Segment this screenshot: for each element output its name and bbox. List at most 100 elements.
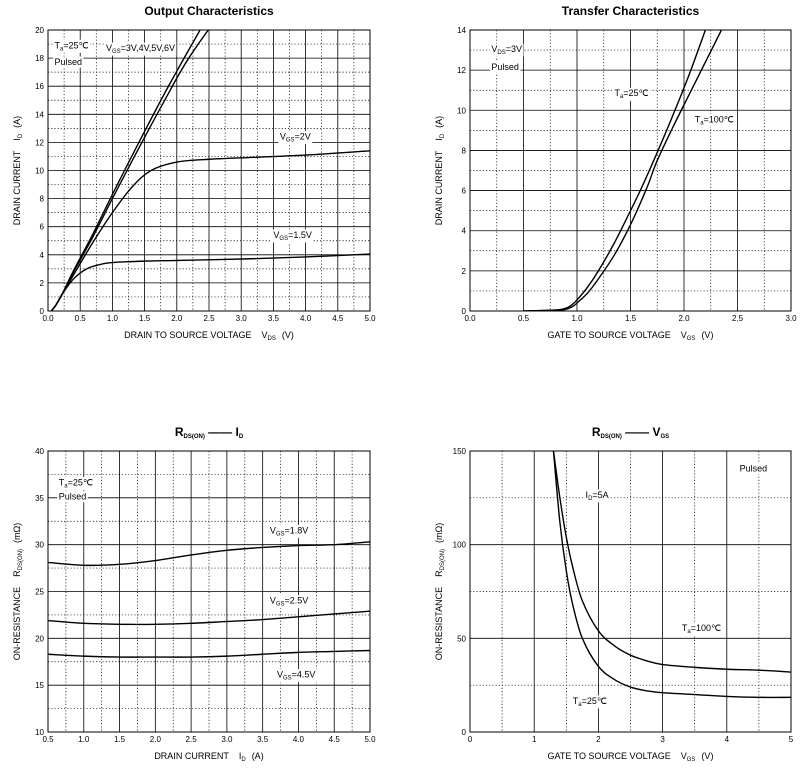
transfer-annotation-part: a [620, 94, 624, 100]
rdson-id-annotation-background [268, 524, 310, 538]
rdson-vgs-annotation: Ta=100℃ [682, 623, 721, 635]
output-x-tick-label: 0.5 [75, 314, 87, 323]
output-x-tick-label: 3.0 [236, 314, 248, 323]
rdson-vgs-chart-title: RDS(ON) —— VGS [592, 425, 669, 440]
transfer-y-tick-label: 6 [462, 187, 467, 196]
rdson-vgs-x-tick-label: 2 [596, 735, 601, 744]
rdson-id-chart-title-part: R [175, 425, 184, 439]
rdson-id-x-axis-symbol-sub: D [241, 757, 246, 763]
rdson-id-annotation-part: V [270, 525, 276, 535]
transfer-y-tick-label: 14 [457, 26, 466, 35]
rdson-vgs-x-axis-symbol: V [681, 751, 687, 761]
rdson-vgs-y-axis-label: ON-RESISTANCE RDS(ON) (mΩ) [434, 523, 446, 660]
output-y-tick-label: 20 [35, 26, 44, 35]
output-annotation-part: Pulsed [54, 57, 82, 67]
rdson-vgs-chart-title-part: DS(ON) [600, 434, 621, 440]
chart-transfer-characteristics: 0.0 0.5 1.0 1.5 2.0 2.5 3.0 0 2 4 6 8 10 12 14 Transfer… [434, 4, 797, 342]
rdson-id-x-axis-symbol: I [239, 751, 242, 761]
chart-rdson-vs-id: 0.5 1.0 1.5 2.0 2.5 3.0 3.5 4.0 4.5 5.0 10 15 20 25 30… [12, 425, 376, 763]
rdson-id-y-tick-label: 30 [35, 541, 44, 550]
rdson-vgs-annotation-background [584, 489, 611, 503]
rdson-vgs-plot-frame [469, 450, 792, 733]
rdson-id-annotation-part: =25℃ [68, 478, 93, 488]
output-annotation-part: V [273, 230, 279, 240]
transfer-annotation-part: T [614, 88, 620, 98]
rdson-id-annotation: VGS=2.5V [270, 596, 308, 608]
transfer-chart-title: Transfer Characteristics [562, 4, 700, 18]
rdson-id-annotation-background [268, 595, 310, 609]
rdson-vgs-annotation-background [571, 695, 609, 709]
rdson-id-x-tick-label: 1.5 [114, 735, 126, 744]
rdson-id-y-tick-label: 40 [35, 447, 44, 456]
rdson-id-series-line-2 [48, 610, 370, 626]
transfer-annotation-part: =25℃ [623, 88, 648, 98]
transfer-annotation-part: Pulsed [491, 62, 519, 72]
transfer-x-tick-label: 1.5 [625, 314, 637, 323]
output-x-axis-symbol: V [262, 330, 268, 340]
rdson-id-y-axis-symbol: R [12, 570, 22, 577]
transfer-x-tick-label: 1.0 [571, 314, 583, 323]
rdson-vgs-annotation-part: =25℃ [582, 696, 607, 706]
rdson-id-annotation-background [57, 491, 88, 503]
output-y-tick-label: 8 [40, 195, 45, 204]
output-annotation: Pulsed [54, 57, 82, 67]
transfer-y-tick-label: 2 [462, 267, 467, 276]
rdson-vgs-annotation-part: a [578, 702, 582, 708]
transfer-y-tick-label: 8 [462, 146, 467, 155]
output-y-tick-label: 10 [35, 167, 44, 176]
chart-output-characteristics: 0.0 0.5 1.0 1.5 2.0 2.5 3.0 3.5 4.0 4.5 5.0 0 2 4 6 8 10… [12, 4, 376, 342]
rdson-vgs-annotation-part: =100℃ [691, 623, 721, 633]
rdson-vgs-x-tick-label: 5 [789, 735, 794, 744]
transfer-plot-frame [469, 29, 792, 312]
output-x-tick-label: 2.0 [171, 314, 183, 323]
output-annotation: Ta=25℃ [54, 40, 88, 52]
rdson-vgs-x-axis-label: GATE TO SOURCE VOLTAGE VGS (V) [548, 751, 714, 763]
transfer-x-axis-symbol: V [681, 330, 687, 340]
rdson-vgs-annotation: Pulsed [740, 464, 768, 474]
rdson-id-annotation-part: V [270, 596, 276, 606]
transfer-annotation: Ta=100℃ [695, 114, 734, 126]
rdson-vgs-x-axis-unit: (V) [701, 751, 713, 761]
rdson-id-annotation-part: V [277, 670, 283, 680]
rdson-vgs-y-axis-unit: (mΩ) [434, 523, 444, 543]
rdson-id-y-tick-label: 35 [35, 494, 44, 503]
rdson-id-x-tick-label: 5.0 [364, 735, 376, 744]
output-x-tick-label: 1.5 [139, 314, 151, 323]
rdson-vgs-annotation-part: Pulsed [740, 464, 768, 474]
output-x-axis-text: DRAIN TO SOURCE VOLTAGE [124, 330, 251, 340]
transfer-annotation-part: =3V [506, 44, 522, 54]
transfer-x-tick-label: 0.0 [464, 314, 476, 323]
transfer-x-tick-label: 2.5 [732, 314, 744, 323]
output-y-axis-symbol: I [12, 138, 22, 141]
output-y-axis-unit: (A) [12, 116, 22, 128]
rdson-vgs-x-tick-label: 1 [532, 735, 537, 744]
rdson-id-x-tick-label: 1.0 [78, 735, 90, 744]
rdson-vgs-x-tick-label: 4 [725, 735, 730, 744]
transfer-y-tick-label: 12 [457, 66, 466, 75]
output-series-line-3 [50, 150, 370, 311]
output-annotation: VGS=3V,4V,5V,6V [106, 43, 175, 55]
transfer-x-tick-label: 3.0 [785, 314, 797, 323]
output-x-axis-label: DRAIN TO SOURCE VOLTAGE VDS (V) [124, 330, 294, 342]
output-y-tick-label: 18 [35, 54, 44, 63]
rdson-id-annotation-part: GS [276, 531, 285, 537]
rdson-id-annotation-background [57, 477, 95, 491]
rdson-id-annotation-part: Pulsed [59, 492, 87, 502]
rdson-vgs-chart-title-part: GS [661, 434, 670, 440]
rdson-vgs-chart-title-part: —— V [622, 425, 661, 439]
rdson-vgs-y-axis-text: ON-RESISTANCE [434, 587, 444, 660]
transfer-x-axis-unit: (V) [701, 330, 713, 340]
rdson-id-x-axis-text: DRAIN CURRENT [154, 751, 229, 761]
transfer-y-tick-label: 4 [462, 227, 467, 236]
transfer-series-line-1 [523, 30, 707, 311]
rdson-vgs-y-axis-symbol: R [434, 570, 444, 577]
rdson-id-x-tick-label: 4.5 [329, 735, 341, 744]
rdson-id-y-axis-label: ON-RESISTANCE RDS(ON) (mΩ) [12, 523, 24, 660]
transfer-annotation-part: V [491, 44, 497, 54]
output-y-axis-text: DRAIN CURRENT [12, 150, 22, 225]
rdson-vgs-y-tick-label: 100 [453, 541, 467, 550]
rdson-vgs-y-tick-label: 50 [457, 634, 466, 643]
rdson-id-annotation-part: =4.5V [292, 670, 316, 680]
output-annotation-part: V [106, 43, 112, 53]
